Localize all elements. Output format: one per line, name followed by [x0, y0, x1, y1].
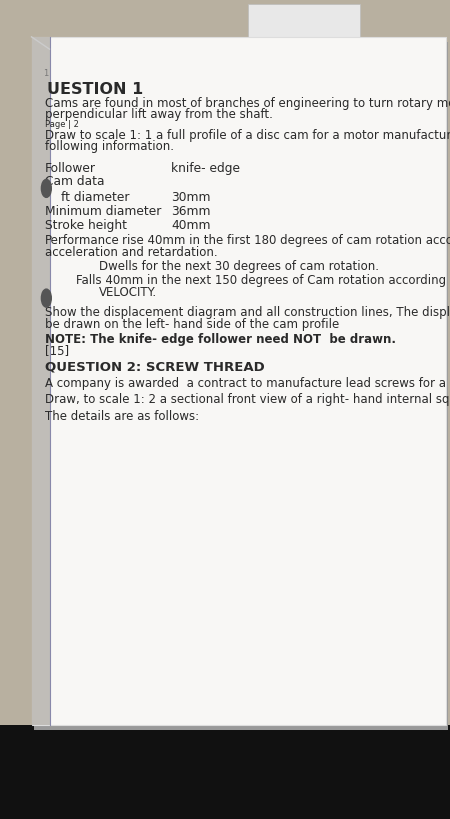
Text: Show the displacement diagram and all construction lines, The displacement diagr: Show the displacement diagram and all co… — [45, 306, 450, 319]
Text: Minimum diameter: Minimum diameter — [45, 205, 162, 218]
Text: 36mm: 36mm — [171, 205, 211, 218]
Text: Draw to scale 1: 1 a full profile of a disc cam for a motor manufacturing compan: Draw to scale 1: 1 a full profile of a d… — [45, 129, 450, 142]
Text: rise 40mm in the first 180 degrees of cam rotation according to uniform: rise 40mm in the first 180 degrees of ca… — [122, 234, 450, 247]
Text: Falls 40mm in the next 150 degrees of Cam rotation according to constant: Falls 40mm in the next 150 degrees of Ca… — [76, 274, 450, 287]
Text: NOTE: The knife- edge follower need NOT  be drawn.: NOTE: The knife- edge follower need NOT … — [45, 333, 396, 346]
Text: 1: 1 — [43, 69, 48, 78]
Circle shape — [41, 289, 51, 307]
Text: UESTION 1: UESTION 1 — [47, 82, 144, 97]
FancyBboxPatch shape — [34, 42, 448, 730]
Text: acceleration and retardation.: acceleration and retardation. — [45, 246, 218, 259]
Text: 30mm: 30mm — [171, 191, 211, 204]
Text: perpendicular lift away from the shaft.: perpendicular lift away from the shaft. — [45, 108, 273, 121]
Text: Cams are found in most of branches of engineering to turn rotary motion into a: Cams are found in most of branches of en… — [45, 97, 450, 110]
Text: The details are as follows:: The details are as follows: — [45, 410, 199, 423]
Text: Draw, to scale 1: 2 a sectional front view of a right- hand internal square thre: Draw, to scale 1: 2 a sectional front vi… — [45, 393, 450, 406]
Text: VELOCITY.: VELOCITY. — [99, 286, 157, 299]
Circle shape — [41, 179, 51, 197]
Text: QUESTION 2: SCREW THREAD: QUESTION 2: SCREW THREAD — [45, 360, 265, 373]
Text: [15]: [15] — [45, 344, 69, 357]
Text: be drawn on the left- hand side of the cam profile: be drawn on the left- hand side of the c… — [45, 318, 339, 331]
Text: Follower: Follower — [45, 162, 96, 175]
Text: following information.: following information. — [45, 140, 174, 153]
Text: Cam data: Cam data — [45, 175, 104, 188]
Text: Stroke height: Stroke height — [45, 219, 127, 232]
FancyBboxPatch shape — [248, 4, 360, 53]
FancyBboxPatch shape — [32, 37, 445, 725]
Text: knife- edge: knife- edge — [171, 162, 240, 175]
Text: ft diameter: ft diameter — [61, 191, 129, 204]
Text: Performance: Performance — [45, 234, 120, 247]
Text: 40mm: 40mm — [171, 219, 211, 232]
Text: A company is awarded  a contract to manufacture lead screws for a lathe machine.: A company is awarded a contract to manuf… — [45, 377, 450, 390]
FancyBboxPatch shape — [32, 37, 50, 725]
Text: Dwells for the next 30 degrees of cam rotation.: Dwells for the next 30 degrees of cam ro… — [99, 260, 379, 274]
Text: Page | 2: Page | 2 — [45, 120, 79, 129]
FancyBboxPatch shape — [0, 725, 450, 819]
